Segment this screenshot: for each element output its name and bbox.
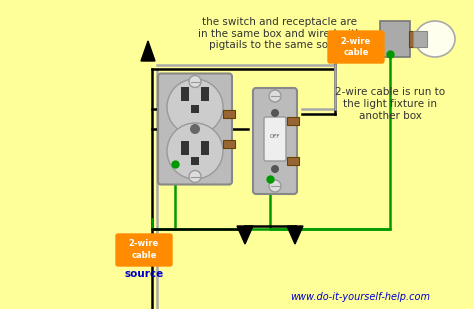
Bar <box>409 31 419 47</box>
Bar <box>380 21 410 57</box>
Circle shape <box>189 171 201 183</box>
Text: 2-wire cable is run to
the light fixture in
another box: 2-wire cable is run to the light fixture… <box>335 87 445 121</box>
Circle shape <box>167 79 223 135</box>
Text: OFF: OFF <box>270 133 280 138</box>
FancyBboxPatch shape <box>264 117 286 161</box>
Bar <box>181 141 189 155</box>
FancyBboxPatch shape <box>158 74 232 184</box>
Bar <box>223 140 235 148</box>
Circle shape <box>269 90 281 102</box>
Circle shape <box>271 109 279 117</box>
Text: 2-wire: 2-wire <box>341 36 371 45</box>
FancyBboxPatch shape <box>328 31 384 63</box>
Text: cable: cable <box>343 48 369 57</box>
Bar <box>223 110 235 118</box>
Bar <box>201 87 209 101</box>
Circle shape <box>269 180 281 192</box>
Polygon shape <box>287 226 303 244</box>
Circle shape <box>271 165 279 173</box>
Ellipse shape <box>415 21 455 57</box>
Text: cable: cable <box>131 251 157 260</box>
Bar <box>287 117 299 125</box>
Text: the switch and receptacle are
in the same box and wired with
pigtails to the sam: the switch and receptacle are in the sam… <box>198 17 362 50</box>
Circle shape <box>189 75 201 87</box>
Circle shape <box>190 124 200 134</box>
Bar <box>287 157 299 165</box>
FancyBboxPatch shape <box>116 234 172 266</box>
Bar <box>181 87 189 101</box>
Text: www.do-it-yourself-help.com: www.do-it-yourself-help.com <box>290 292 430 302</box>
Bar <box>191 105 199 113</box>
Polygon shape <box>237 226 253 244</box>
FancyBboxPatch shape <box>253 88 297 194</box>
Bar <box>201 141 209 155</box>
Bar <box>413 31 427 47</box>
Polygon shape <box>141 41 155 61</box>
Bar <box>191 157 199 165</box>
Text: source: source <box>124 269 164 279</box>
Circle shape <box>167 123 223 179</box>
Text: 2-wire: 2-wire <box>129 239 159 248</box>
